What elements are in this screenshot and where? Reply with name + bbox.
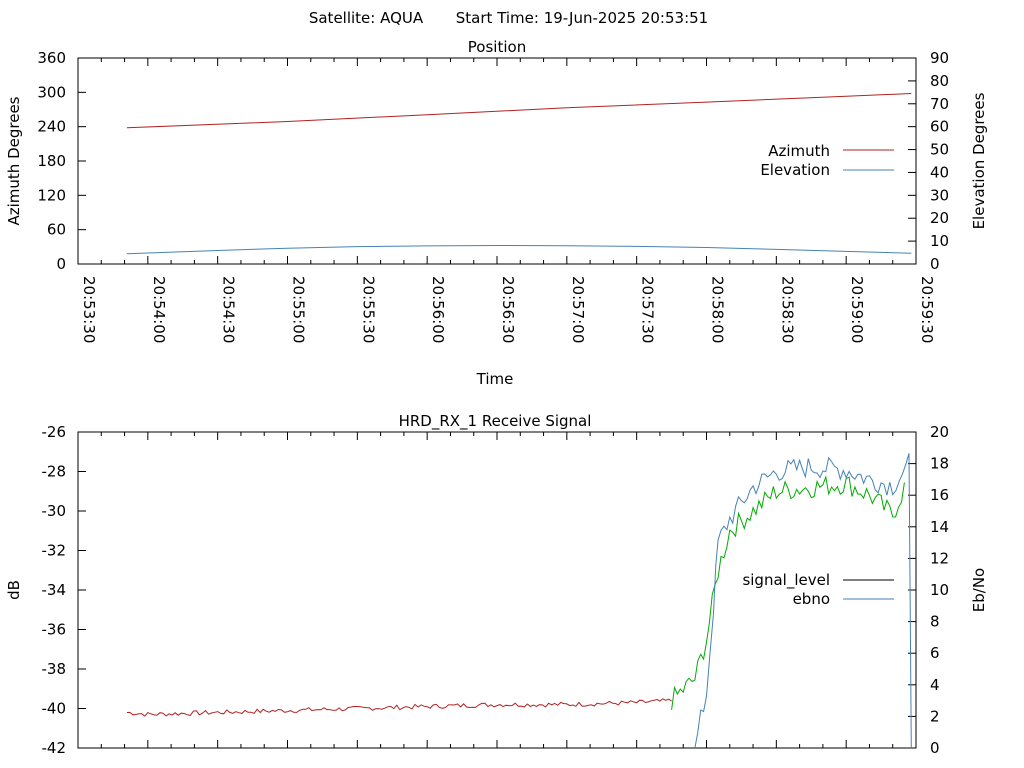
x-tick-label: 20:56:00 (429, 276, 447, 343)
start-time-label: Start Time: 19-Jun-2025 20:53:51 (456, 9, 708, 27)
y-tick-label: 0 (56, 255, 66, 273)
series-line-signal-level (126, 698, 672, 717)
x-tick-label: 20:57:30 (639, 276, 657, 343)
y-tick-label: -36 (42, 621, 67, 639)
satellite-label: Satellite: AQUA (309, 9, 424, 27)
y2-tick-label: 40 (930, 163, 949, 181)
position-y-axis-label: Azimuth Degrees (5, 96, 23, 225)
receive-signal-chart-title: HRD_RX_1 Receive Signal (399, 412, 592, 431)
y-tick-label: -32 (42, 542, 67, 560)
y-tick-label: 180 (37, 152, 66, 170)
y2-tick-label: 8 (930, 613, 940, 631)
series-line-azimuth (126, 93, 912, 129)
receive-signal-y-tick-labels: -26 -28 -30 -32 -34 -36 -38 -40 -42 (42, 423, 67, 757)
position-y2-axis-label: Elevation Degrees (970, 92, 988, 229)
x-tick-label: 20:56:30 (499, 276, 517, 343)
y-tick-label: -30 (42, 502, 67, 520)
receive-signal-series (126, 453, 912, 749)
receive-signal-tick-marks (77, 431, 917, 749)
x-tick-label: 20:53:30 (80, 276, 98, 343)
x-tick-label: 20:57:00 (569, 276, 587, 343)
receive-signal-y2-axis-label: Eb/No (970, 568, 988, 612)
y2-tick-label: 20 (930, 209, 949, 227)
y2-tick-label: 50 (930, 141, 949, 159)
receive-signal-chart: HRD_RX_1 Receive Signal -26-28-30-32-34-… (5, 412, 988, 757)
receive-signal-plot-frame (77, 431, 917, 749)
y2-tick-label: 90 (930, 49, 949, 67)
y2-tick-label: 0 (930, 739, 940, 757)
receive-signal-y2-tick-labels: 0 2 4 6 8 10 12 14 16 18 20 (930, 423, 949, 757)
y-tick-label: 300 (37, 83, 66, 101)
y-tick-label: 360 (37, 49, 66, 67)
y2-tick-label: 4 (930, 676, 940, 694)
y2-tick-label: 20 (930, 423, 949, 441)
y2-tick-label: 6 (930, 644, 940, 662)
y2-tick-label: 0 (930, 255, 940, 273)
position-chart-title: Position (468, 38, 526, 56)
x-tick-label: 20:59:00 (848, 276, 866, 343)
position-chart: Position 0 60 120 180 240 300 360 0 10 20 30 40 50 6… (5, 38, 988, 388)
position-tick-marks (77, 57, 917, 265)
y2-tick-label: 16 (930, 486, 949, 504)
y-tick-label: 60 (47, 221, 66, 239)
series-line-elevation (126, 244, 912, 255)
series-line-ebno (694, 453, 912, 749)
y-tick-label: 240 (37, 118, 66, 136)
legend-label-signal-level: signal_level (742, 571, 830, 590)
x-tick-label: 20:58:00 (709, 276, 727, 343)
legend-label-elevation: Elevation (760, 161, 830, 179)
receive-signal-y-axis-label: dB (5, 580, 23, 600)
x-tick-label: 20:59:30 (918, 276, 936, 343)
series-line-signal-level (671, 475, 905, 710)
position-y2-tick-labels: 0 10 20 30 40 50 60 70 80 90 (930, 49, 949, 273)
y-tick-label: -42 (42, 739, 67, 757)
y2-tick-label: 60 (930, 118, 949, 136)
y2-tick-label: 18 (930, 455, 949, 473)
x-tick-label: 20:54:30 (220, 276, 238, 343)
y-tick-label: -28 (42, 463, 67, 481)
x-tick-label: 20:54:00 (150, 276, 168, 343)
position-x-tick-labels: 20:53:30 20:54:00 20:54:30 20:55:00 20:55:30… (80, 276, 936, 343)
y2-tick-label: 70 (930, 95, 949, 113)
y2-tick-label: 10 (930, 581, 949, 599)
position-y-tick-labels: 0 60 120 180 240 300 360 (37, 49, 66, 273)
y2-tick-label: 12 (930, 549, 949, 567)
legend-label-azimuth: Azimuth (768, 142, 830, 160)
position-x-axis-label: Time (476, 370, 514, 388)
y2-tick-label: 2 (930, 707, 940, 725)
x-tick-label: 20:55:30 (359, 276, 377, 343)
y2-tick-label: 14 (930, 518, 949, 536)
y2-tick-label: 30 (930, 186, 949, 204)
x-tick-label: 20:58:30 (778, 276, 796, 343)
y-tick-label: -26 (42, 423, 67, 441)
y2-tick-label: 10 (930, 232, 949, 250)
y2-tick-label: 80 (930, 72, 949, 90)
y-tick-label: -40 (42, 700, 67, 718)
position-series (126, 93, 912, 255)
y-tick-label: -34 (42, 581, 67, 599)
x-tick-label: 20:55:00 (290, 276, 308, 343)
legend-label-ebno: ebno (793, 590, 830, 608)
y-tick-label: 120 (37, 186, 66, 204)
y-tick-label: -38 (42, 660, 67, 678)
